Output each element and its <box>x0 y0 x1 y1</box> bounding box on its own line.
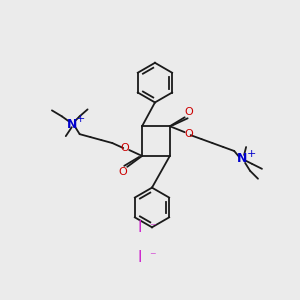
Text: +: + <box>246 149 256 159</box>
Text: N: N <box>67 118 77 131</box>
Text: I: I <box>138 220 142 235</box>
Text: O: O <box>121 143 130 153</box>
Text: ⁻: ⁻ <box>149 250 155 263</box>
Text: O: O <box>119 167 128 177</box>
Text: +: + <box>76 114 85 124</box>
Text: N: N <box>237 152 247 165</box>
Text: O: O <box>184 107 193 117</box>
Text: I: I <box>138 250 142 265</box>
Text: O: O <box>184 129 193 139</box>
Text: ⁻: ⁻ <box>149 221 155 234</box>
